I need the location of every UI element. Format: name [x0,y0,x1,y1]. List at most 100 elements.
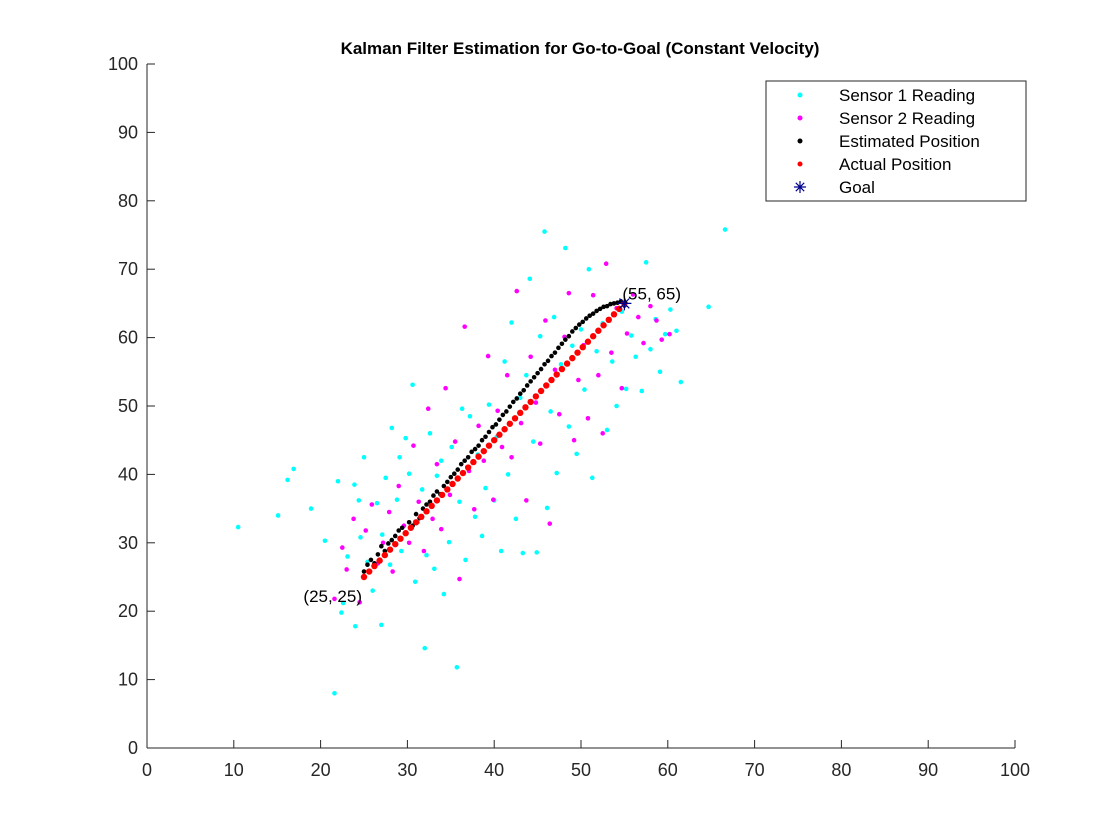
data-point [356,498,362,503]
data-point [434,489,440,494]
x-tick-label: 60 [658,760,678,780]
data-point [559,341,565,347]
data-point [432,566,437,572]
data-point [535,370,540,376]
x-tick-label: 0 [142,760,152,780]
data-point [608,301,613,307]
data-point [399,525,405,531]
data-point [322,538,328,544]
data-point [370,588,375,593]
data-point [511,415,519,422]
data-point [480,447,487,455]
data-point [582,387,587,392]
data-point [445,479,450,485]
data-point [586,266,592,272]
data-point [566,333,572,339]
data-point [335,478,341,484]
data-point [589,333,597,340]
data-point [486,402,492,407]
x-tick-label: 30 [397,760,417,780]
data-point [509,455,514,460]
data-point [235,524,241,530]
data-point [605,316,612,324]
data-point [554,470,559,476]
data-point [595,327,602,334]
data-point [506,420,514,427]
data-point [475,453,482,460]
data-point [513,516,519,522]
data-point [392,533,398,539]
legend-marker [797,138,803,144]
data-point [553,371,560,378]
data-point [590,311,596,316]
data-point [421,548,427,554]
data-point [630,292,636,297]
data-point [543,318,548,323]
data-point [629,333,634,338]
data-point [481,458,487,464]
data-point [619,385,625,391]
data-point [438,491,446,499]
data-point [501,426,508,433]
data-point [438,526,444,532]
data-point [486,429,492,435]
data-point [403,435,408,441]
data-point [594,308,599,314]
data-point [425,406,431,412]
x-tick-label: 80 [831,760,851,780]
legend-entry-label: Goal [839,178,875,197]
x-tick-label: 90 [918,760,938,780]
data-point [397,535,404,542]
data-point [517,395,523,401]
data-point [479,533,485,539]
y-tick-label: 0 [128,738,138,758]
data-point [357,600,362,605]
data-point [444,486,451,493]
data-point [464,464,472,471]
y-tick-label: 100 [108,54,138,74]
data-point [517,409,524,417]
data-point [428,502,435,510]
data-point [522,404,529,411]
data-point [448,474,454,480]
data-point [380,540,386,546]
data-point [514,288,520,294]
data-point [524,383,530,388]
y-tick-label: 50 [118,396,138,416]
data-point [531,374,537,380]
data-point [412,519,420,526]
data-point [397,455,402,460]
data-point [462,458,467,464]
data-point [527,276,533,282]
data-point [624,331,630,336]
data-point [552,350,558,355]
data-point [533,400,539,405]
data-point [600,431,605,436]
y-tick-label: 30 [118,533,138,553]
data-point [457,499,462,505]
data-point [573,325,579,331]
data-point [449,444,454,450]
data-point [358,535,363,540]
data-point [609,359,615,364]
series-actual-position [360,300,628,581]
data-point [576,377,581,383]
data-point [410,382,415,388]
annotations: (25, 25) (55, 65) [303,284,681,606]
data-point [574,451,579,457]
x-tick-label: 100 [1000,760,1030,780]
data-point [597,306,603,312]
data-point [375,552,381,557]
data-point [570,343,575,349]
data-point [609,350,614,355]
data-point [406,519,412,525]
data-point [361,455,367,460]
data-point [499,444,505,450]
data-point [418,513,425,521]
data-point [406,540,412,546]
data-point [379,532,385,537]
data-point [538,366,544,372]
data-point [291,466,296,472]
data-point [368,557,374,563]
data-point [643,260,649,265]
